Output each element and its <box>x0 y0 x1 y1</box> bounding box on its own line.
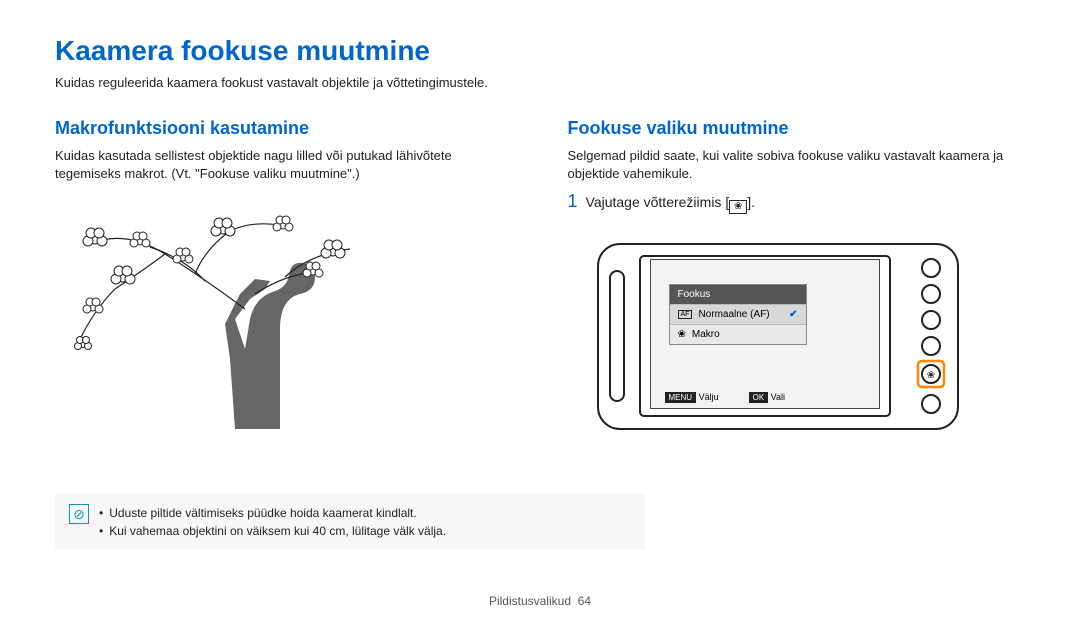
flower-silhouette-illustration <box>55 199 475 429</box>
select-text: Vali <box>771 392 785 402</box>
right-column: Fookuse valiku muutmine Selgemad pildid … <box>568 118 1026 446</box>
camera-screen: Fookus AF Normaalne (AF) ✔ ❀ Makro MENU … <box>650 259 880 409</box>
menu-header: Fookus <box>670 285 806 304</box>
macro-icon: ❀ <box>729 200 747 214</box>
exit-text: Välju <box>699 392 719 402</box>
menu-option-makro[interactable]: ❀ Makro <box>670 324 806 344</box>
tip-info-icon: ⊘ <box>69 504 89 524</box>
af-icon: AF <box>678 310 693 319</box>
menu-button-label: MENU <box>665 392 697 403</box>
check-icon: ✔ <box>789 309 797 320</box>
screen-footer: MENU Välju OK Vali <box>665 392 786 402</box>
makro-heading: Makrofunktsiooni kasutamine <box>55 118 513 139</box>
page-subtitle: Kuidas reguleerida kaamera fookust vasta… <box>55 75 1025 90</box>
tip-line-2: Kui vahemaa objektini on väiksem kui 40 … <box>109 522 446 540</box>
page-title: Kaamera fookuse muutmine <box>55 35 1025 67</box>
step-text-after: ]. <box>747 194 755 210</box>
tip-lines: Uduste piltide vältimiseks püüdke hoida … <box>99 504 446 540</box>
menu-option-normal-af[interactable]: AF Normaalne (AF) ✔ <box>670 304 806 324</box>
tip-line-1: Uduste piltide vältimiseks püüdke hoida … <box>109 504 417 522</box>
ok-button-label: OK <box>749 392 769 403</box>
page-footer: Pildistusvalikud 64 <box>0 594 1080 608</box>
left-column: Makrofunktsiooni kasutamine Kuidas kasut… <box>55 118 513 446</box>
footer-section: Pildistusvalikud <box>489 594 571 608</box>
step-1: 1 Vajutage võtterežiimis [❀]. <box>568 191 1026 214</box>
macro-row-icon: ❀ <box>678 329 686 340</box>
focus-menu: Fookus AF Normaalne (AF) ✔ ❀ Makro <box>669 284 807 345</box>
tip-box: ⊘ Uduste piltide vältimiseks püüdke hoid… <box>55 494 645 550</box>
makro-text: Kuidas kasutada sellistest objektide nag… <box>55 147 513 183</box>
camera-illustration: ❀ Fookus AF Normaalne (AF) ✔ ❀ Makro <box>568 226 988 446</box>
svg-text:❀: ❀ <box>926 370 934 381</box>
option-normal-label: Normaalne (AF) <box>698 309 769 320</box>
fookus-text: Selgemad pildid saate, kui valite sobiva… <box>568 147 1026 183</box>
exit-hint: MENU Välju <box>665 392 719 402</box>
step-text: Vajutage võtterežiimis [❀]. <box>586 194 755 214</box>
step-text-before: Vajutage võtterežiimis [ <box>586 194 730 210</box>
footer-page: 64 <box>578 594 591 608</box>
step-number: 1 <box>568 191 578 212</box>
option-makro-label: Makro <box>692 329 720 340</box>
select-hint: OK Vali <box>749 392 785 402</box>
fookus-heading: Fookuse valiku muutmine <box>568 118 1026 139</box>
